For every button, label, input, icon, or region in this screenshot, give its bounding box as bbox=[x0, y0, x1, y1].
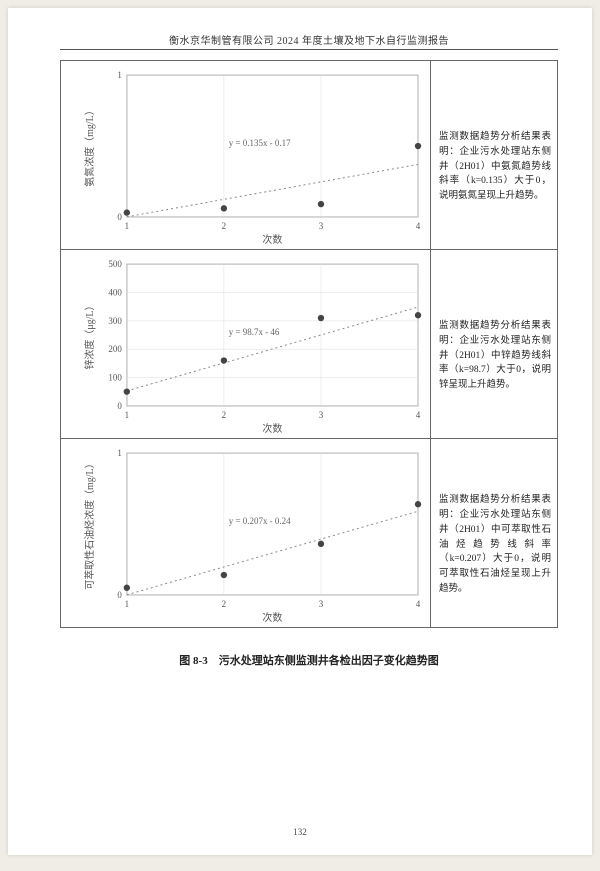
analysis-text: 监测数据趋势分析结果表明：企业污水处理站东侧井（2H01）中锌趋势线斜率（k=9… bbox=[431, 250, 557, 438]
svg-text:4: 4 bbox=[416, 221, 421, 231]
chart-row: 1234次数01氨氮浓度（mg/L）y = 0.135x - 0.17监测数据趋… bbox=[61, 61, 557, 250]
scatter-chart: 1234次数01氨氮浓度（mg/L）y = 0.135x - 0.17 bbox=[61, 61, 430, 249]
svg-text:4: 4 bbox=[416, 410, 421, 420]
svg-text:氨氮浓度（mg/L）: 氨氮浓度（mg/L） bbox=[83, 105, 96, 186]
svg-text:300: 300 bbox=[108, 316, 122, 326]
svg-text:4: 4 bbox=[416, 599, 421, 609]
svg-text:100: 100 bbox=[108, 373, 122, 383]
chart-cell: 1 2 3 4 次数 0 100 200 300 400 500 锌浓度（μg/L） y = 98.7x… bbox=[61, 250, 431, 438]
svg-text:1: 1 bbox=[125, 410, 129, 420]
svg-text:0: 0 bbox=[117, 212, 122, 222]
svg-text:1: 1 bbox=[117, 70, 121, 80]
svg-text:次数: 次数 bbox=[262, 422, 282, 435]
analysis-text: 监测数据趋势分析结果表明：企业污水处理站东侧井（2H01）中可萃取性石油烃趋势线… bbox=[431, 439, 557, 627]
chart-row: 1234次数01可萃取性石油烃浓度（mg/L）y = 0.207x - 0.24… bbox=[61, 439, 557, 627]
svg-text:400: 400 bbox=[108, 288, 122, 298]
svg-text:500: 500 bbox=[108, 259, 122, 269]
svg-text:次数: 次数 bbox=[262, 611, 282, 624]
svg-text:2: 2 bbox=[222, 221, 226, 231]
svg-text:1: 1 bbox=[125, 221, 129, 231]
svg-text:0: 0 bbox=[117, 590, 122, 600]
page-number: 132 bbox=[8, 827, 592, 837]
svg-text:1: 1 bbox=[125, 599, 129, 609]
chart-cell: 1234次数01氨氮浓度（mg/L）y = 0.135x - 0.17 bbox=[61, 61, 431, 249]
equation-label: y = 0.207x - 0.24 bbox=[229, 516, 291, 526]
svg-text:2: 2 bbox=[222, 599, 226, 609]
scatter-chart: 1234次数01可萃取性石油烃浓度（mg/L）y = 0.207x - 0.24 bbox=[61, 439, 430, 627]
svg-text:3: 3 bbox=[319, 599, 324, 609]
equation-label: y = 0.135x - 0.17 bbox=[229, 138, 291, 148]
equation-label: y = 98.7x - 46 bbox=[229, 327, 280, 337]
svg-text:锌浓度（μg/L）: 锌浓度（μg/L） bbox=[83, 301, 96, 370]
svg-text:200: 200 bbox=[108, 344, 122, 354]
svg-text:1: 1 bbox=[117, 448, 121, 458]
figure-caption: 图 8-3 污水处理站东侧监测井各检出因子变化趋势图 bbox=[60, 652, 558, 668]
svg-text:0: 0 bbox=[117, 401, 122, 411]
chart-cell: 1234次数01可萃取性石油烃浓度（mg/L）y = 0.207x - 0.24 bbox=[61, 439, 431, 627]
scatter-chart: 1 2 3 4 次数 0 100 200 300 400 500 锌浓度（μg/L） y = 98.7x… bbox=[61, 250, 430, 438]
svg-text:3: 3 bbox=[319, 221, 324, 231]
svg-text:3: 3 bbox=[319, 410, 324, 420]
chart-row: 1 2 3 4 次数 0 100 200 300 400 500 锌浓度（μg/L） y = 98.7x… bbox=[61, 250, 557, 439]
svg-text:2: 2 bbox=[222, 410, 226, 420]
svg-text:次数: 次数 bbox=[262, 233, 282, 246]
page-header: 衡水京华制管有限公司 2024 年度土壤及地下水自行监测报告 bbox=[60, 32, 558, 50]
svg-text:可萃取性石油烃浓度（mg/L）: 可萃取性石油烃浓度（mg/L） bbox=[83, 458, 96, 589]
analysis-text: 监测数据趋势分析结果表明：企业污水处理站东侧井（2H01）中氨氮趋势线斜率（k=… bbox=[431, 61, 557, 249]
chart-table: 1234次数01氨氮浓度（mg/L）y = 0.135x - 0.17监测数据趋… bbox=[60, 60, 558, 628]
